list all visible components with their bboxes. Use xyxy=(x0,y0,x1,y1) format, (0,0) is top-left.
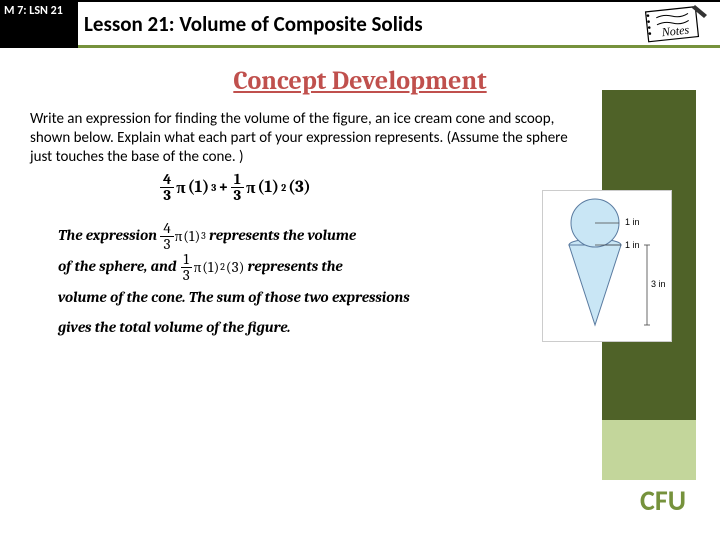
header-bar: M 7: LSN 21 Lesson 21: Volume of Composi… xyxy=(0,0,720,48)
cfu-label: CFU xyxy=(640,483,686,518)
notes-icon: Notes xyxy=(628,2,720,48)
lesson-tag: M 7: LSN 21 xyxy=(0,2,78,48)
svg-text:1 in: 1 in xyxy=(625,240,640,250)
svg-text:1 in: 1 in xyxy=(625,217,640,227)
side-stripe-light xyxy=(602,420,696,480)
problem-prompt: Write an expression for finding the volu… xyxy=(0,96,720,172)
svg-text:Notes: Notes xyxy=(660,22,690,39)
svg-text:3 in: 3 in xyxy=(651,279,666,289)
lesson-title: Lesson 21: Volume of Composite Solids xyxy=(78,2,628,48)
section-title: Concept Development xyxy=(0,66,720,96)
ice-cream-diagram: 1 in 1 in 3 in xyxy=(542,190,672,342)
